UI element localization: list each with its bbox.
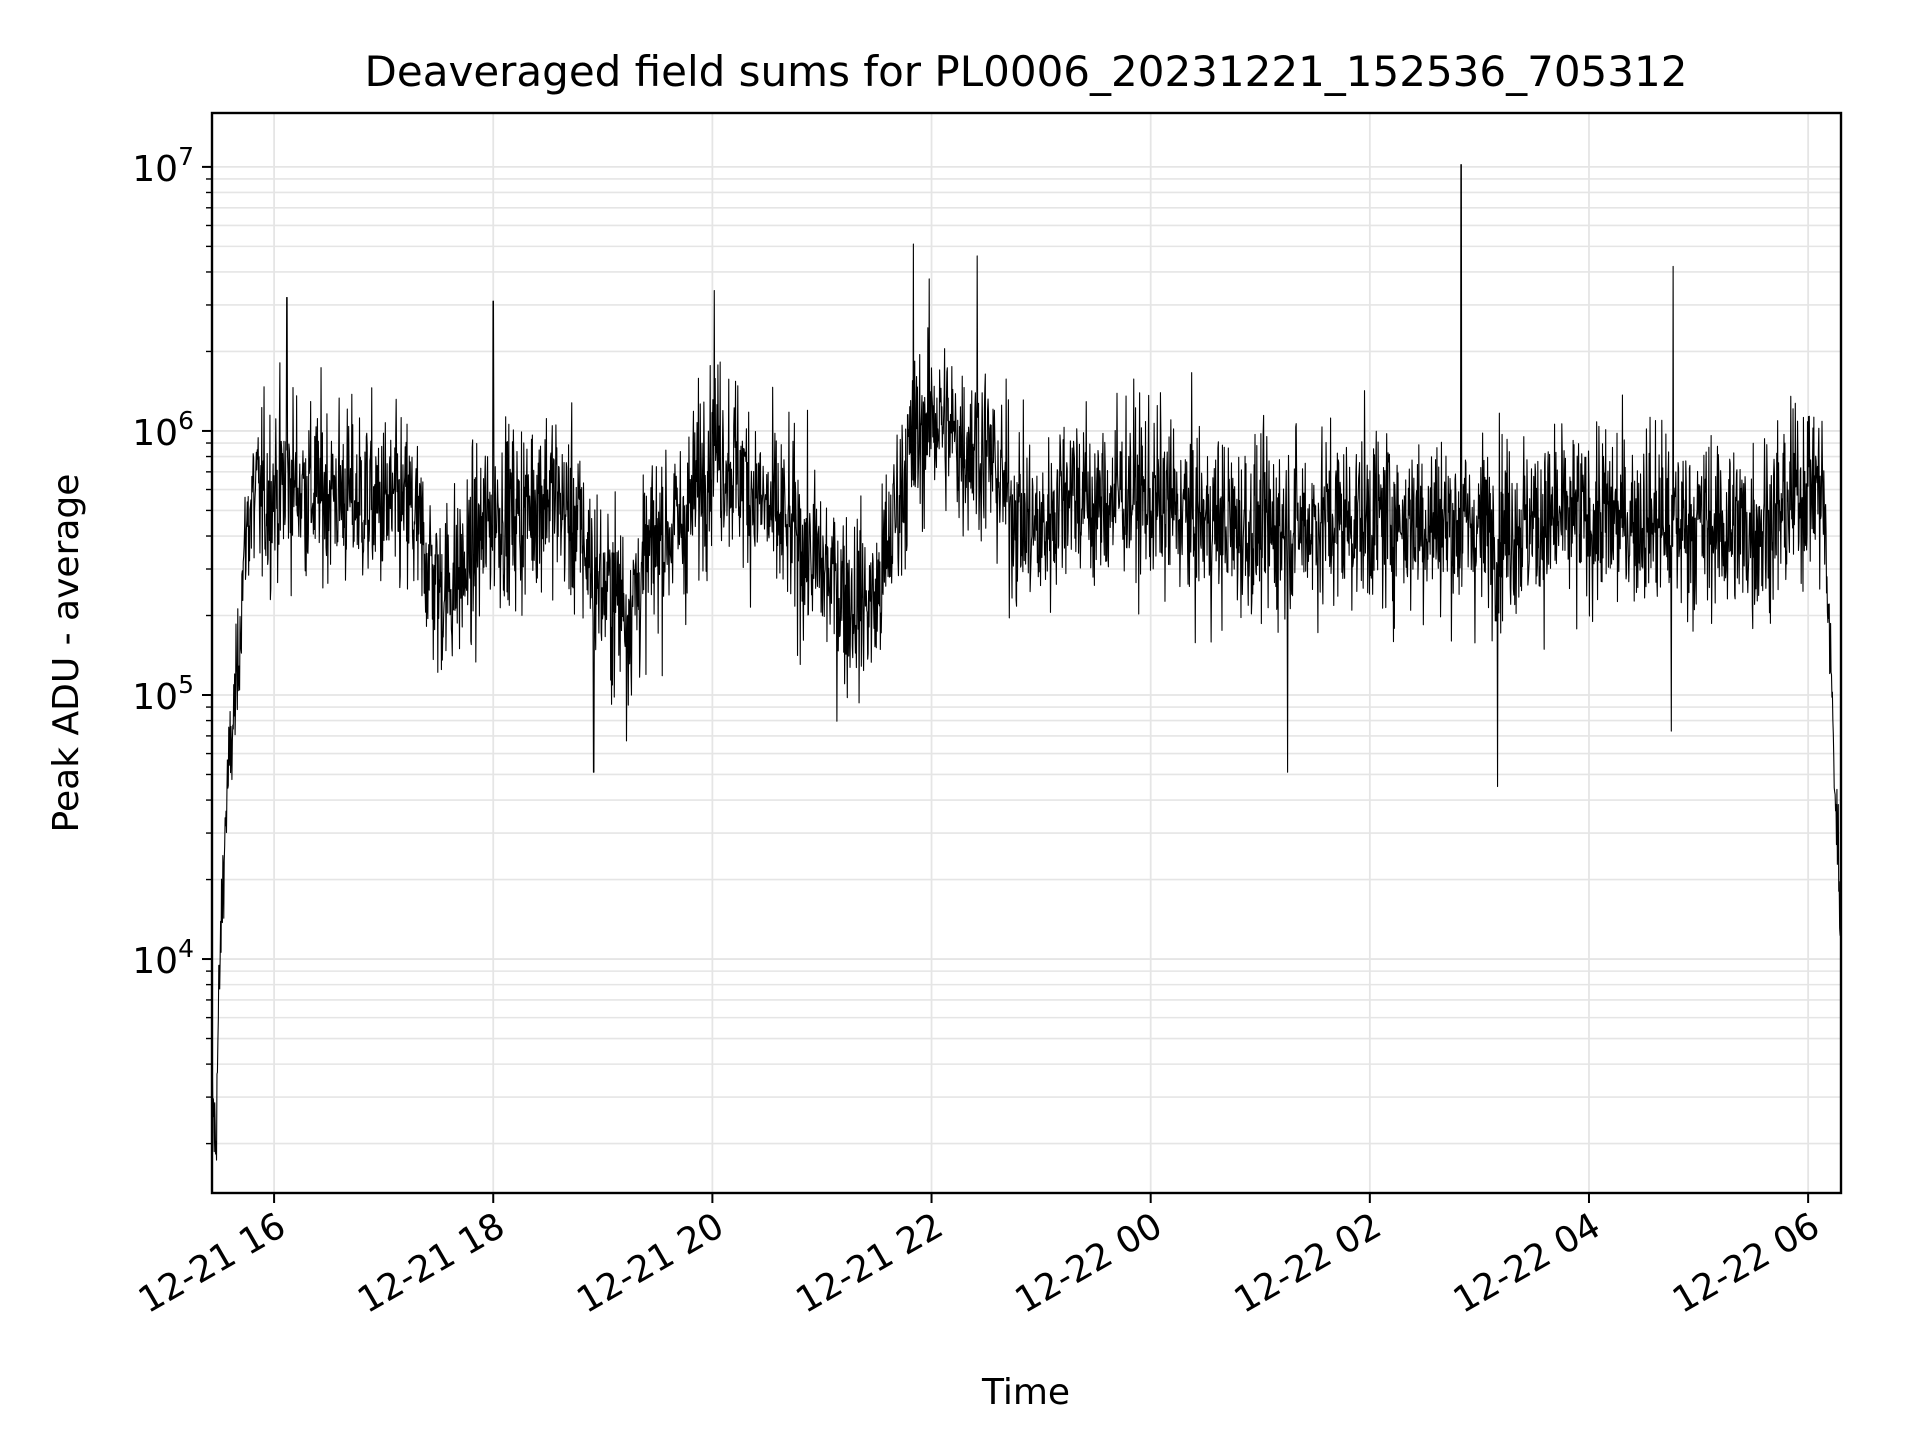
plot-area (212, 113, 1841, 1193)
series-line (211, 164, 1842, 1161)
axes-frame (210, 111, 1843, 1195)
y-axis-label: Peak ADU - average (46, 474, 87, 833)
y-tick-label: 104 (132, 934, 194, 982)
y-tick-label: 107 (132, 142, 194, 190)
y-tick-label: 106 (132, 406, 194, 454)
y-tick-label: 105 (132, 670, 194, 718)
x-axis-label: Time (981, 1372, 1070, 1413)
data-series (211, 164, 1842, 1161)
chart-title: Deaveraged field sums for PL0006_2023122… (365, 47, 1688, 96)
